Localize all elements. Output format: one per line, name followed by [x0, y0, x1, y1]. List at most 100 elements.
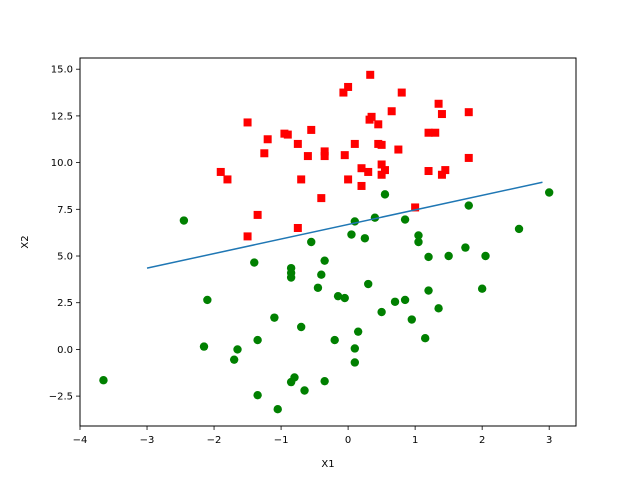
- red-square-point: [387, 107, 396, 116]
- red-square-point: [223, 175, 232, 184]
- green-circle-point: [350, 344, 360, 353]
- y-tick-label: 0.0: [57, 345, 73, 356]
- green-circle-point: [514, 224, 524, 234]
- red-square-point: [434, 99, 443, 108]
- green-circle-point: [481, 251, 490, 261]
- red-square-point: [424, 128, 433, 137]
- red-square-point: [464, 153, 473, 162]
- red-square-point: [424, 167, 433, 176]
- y-axis-label: X2: [20, 235, 31, 248]
- green-circle-point: [400, 215, 410, 224]
- green-circle-point: [380, 190, 390, 199]
- red-square-point: [320, 152, 329, 161]
- green-circle-point: [233, 345, 242, 354]
- red-square-point: [411, 203, 420, 212]
- red-square-point: [307, 125, 316, 134]
- green-circle-point: [353, 327, 363, 336]
- x-tick-label: 0: [345, 435, 351, 446]
- green-circle-point: [307, 237, 316, 247]
- y-axis: −2.5 0.0 2.5 5.0 7.5 10.0 12.5 15.0: [49, 65, 80, 403]
- x-axis: −4 −3 −2 −1 0 1 2 3: [73, 426, 552, 446]
- red-square-point: [464, 108, 473, 117]
- red-square-point: [216, 167, 225, 176]
- red-square-point: [394, 145, 403, 154]
- red-square-point: [374, 120, 383, 129]
- x-tick-label: −4: [73, 435, 88, 446]
- green-circle-point: [313, 283, 323, 292]
- x-tick-label: −3: [140, 435, 155, 446]
- red-square-point: [441, 166, 450, 175]
- y-tick-label: 2.5: [57, 298, 73, 309]
- green-circle-point: [253, 390, 262, 400]
- red-square-point: [437, 110, 446, 119]
- green-circle-point: [320, 376, 329, 386]
- y-tick-label: 15.0: [51, 65, 73, 76]
- green-circle-point: [414, 231, 423, 240]
- red-square-point: [293, 223, 302, 232]
- green-circle-point: [300, 386, 309, 395]
- red-square-point: [431, 128, 440, 137]
- red-square-point: [253, 210, 262, 219]
- red-square-point: [280, 129, 289, 138]
- red-square-point: [397, 88, 406, 97]
- red-square-point: [340, 151, 349, 160]
- green-circle-point: [444, 251, 453, 261]
- green-circle-point: [333, 291, 343, 301]
- green-circle-point: [544, 188, 554, 197]
- red-square-point: [303, 152, 312, 161]
- green-circle-point: [340, 293, 349, 303]
- red-square-point: [377, 160, 386, 169]
- green-circle-point: [199, 342, 209, 351]
- green-circle-point: [330, 335, 339, 345]
- green-circle-point: [461, 243, 470, 252]
- green-circle-point: [250, 258, 259, 267]
- plot-area: [99, 70, 554, 414]
- y-tick-label: 5.0: [57, 252, 73, 263]
- y-tick-label: 10.0: [51, 158, 73, 169]
- y-tick-label: 12.5: [51, 111, 73, 122]
- red-square-point: [243, 118, 252, 127]
- green-circle-point: [377, 307, 386, 317]
- red-square-point: [357, 164, 366, 173]
- green-circle-point: [407, 315, 416, 324]
- red-square-point: [344, 175, 353, 184]
- red-square-point: [380, 166, 389, 175]
- y-tick-label: 7.5: [57, 205, 73, 216]
- red-square-point: [377, 170, 386, 179]
- red-square-point: [317, 194, 326, 203]
- x-tick-label: −2: [207, 435, 222, 446]
- green-circle-point: [270, 313, 279, 322]
- red-square-point: [367, 112, 376, 121]
- green-circle-point: [390, 297, 400, 306]
- x-tick-label: 2: [479, 435, 485, 446]
- x-tick-label: 3: [546, 435, 552, 446]
- red-square-point: [260, 149, 269, 158]
- green-circle-point: [286, 377, 296, 387]
- red-square-point: [263, 135, 272, 144]
- green-circle-point: [99, 376, 108, 385]
- green-circle-point: [273, 404, 282, 414]
- green-circle-point: [296, 322, 306, 332]
- red-square-point: [339, 88, 348, 97]
- x-axis-label: X1: [321, 459, 334, 470]
- green-circle-point: [320, 256, 329, 265]
- green-circle-point: [400, 295, 410, 305]
- green-circle-point: [347, 230, 356, 239]
- green-circle-point: [414, 237, 423, 247]
- green-circle-point: [253, 335, 262, 345]
- red-square-point: [437, 170, 446, 179]
- green-circle-point: [424, 286, 433, 295]
- green-circle-point: [317, 270, 326, 279]
- green-circle-point: [360, 234, 370, 243]
- red-square-point: [364, 167, 373, 176]
- x-tick-label: −1: [274, 435, 289, 446]
- red-square-point: [366, 70, 375, 79]
- red-square-point: [357, 181, 366, 190]
- red-square-point: [293, 139, 302, 148]
- green-circle-point: [229, 355, 239, 364]
- red-square-point: [350, 139, 359, 148]
- green-circle-point: [420, 334, 430, 343]
- green-circle-point: [434, 304, 443, 313]
- red-square-point: [377, 140, 386, 149]
